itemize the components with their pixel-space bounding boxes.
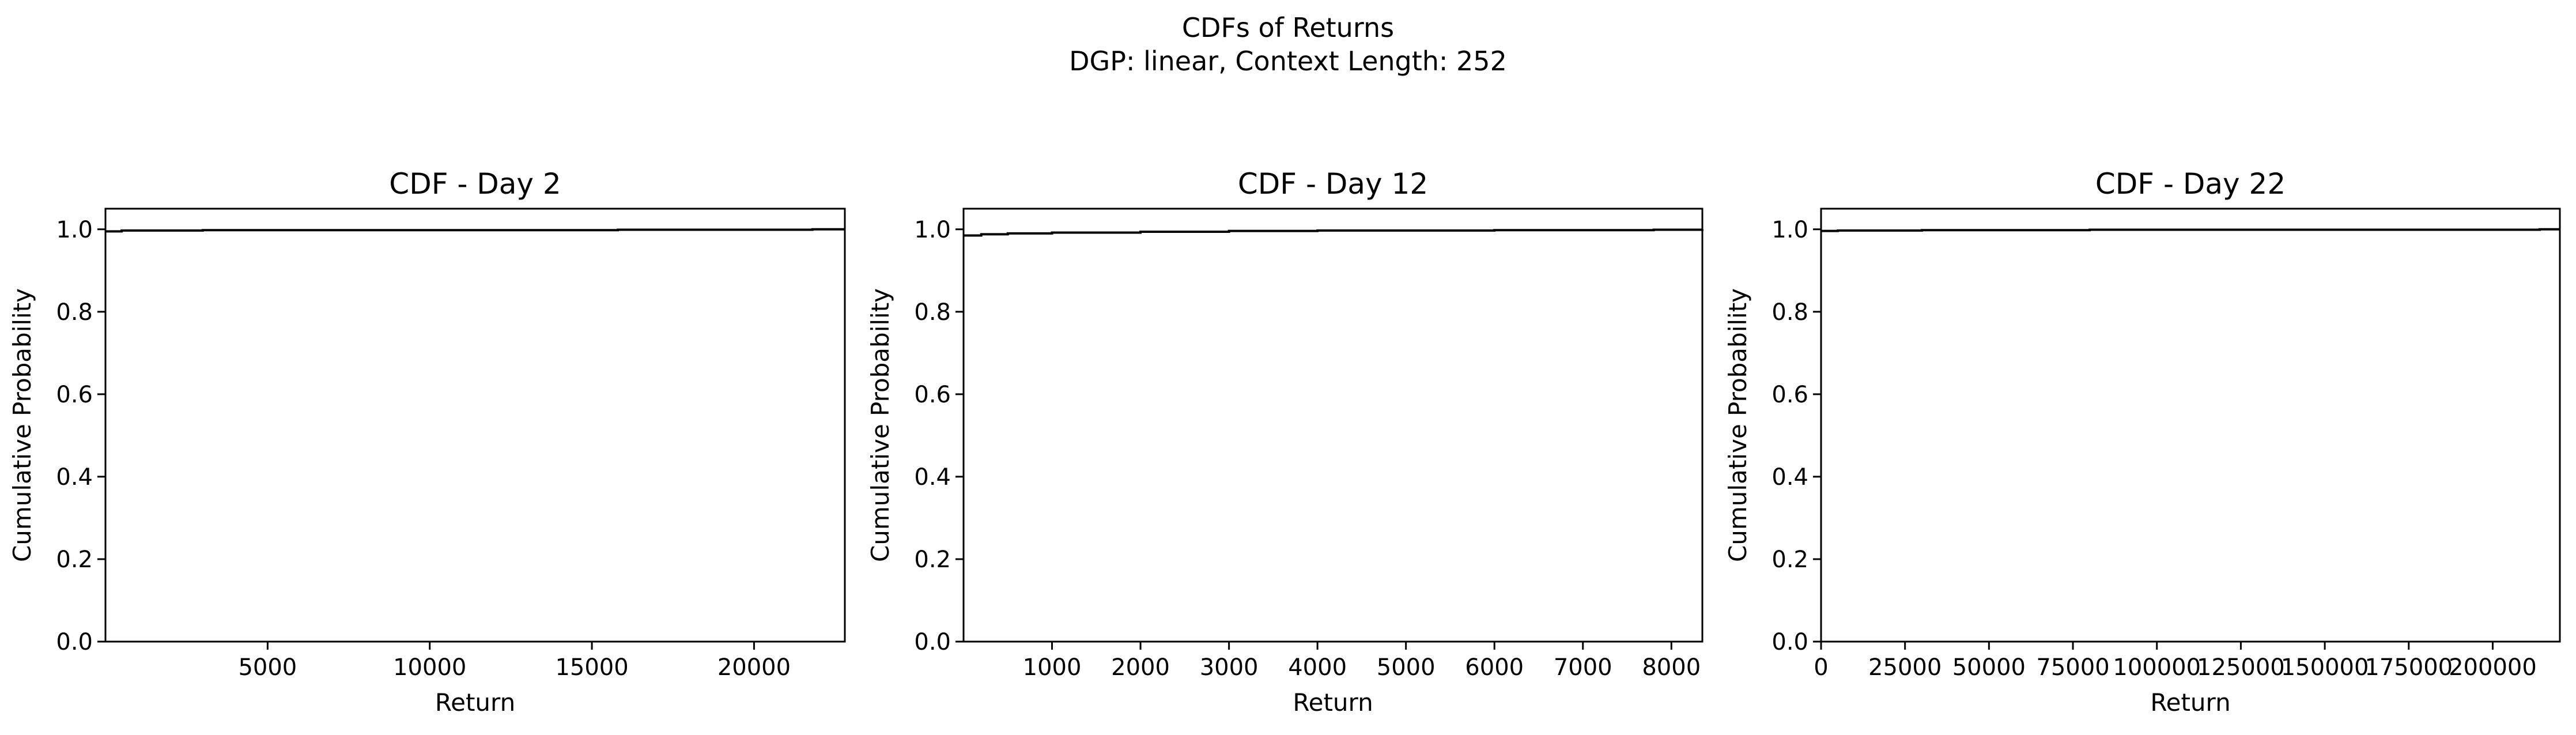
y-tick-label-3-0: 0.0 — [1772, 629, 1808, 655]
y-tick-label-2-5: 1.0 — [914, 217, 951, 243]
y-tick-label-1-4: 0.8 — [56, 299, 93, 326]
x-tick-label-2-3: 4000 — [1288, 654, 1347, 681]
y-tick-label-2-4: 0.8 — [914, 299, 951, 326]
y-tick-label-3-2: 0.4 — [1772, 464, 1808, 491]
y-tick-label-1-1: 0.2 — [56, 546, 93, 573]
x-tick-label-3-0: 0 — [1814, 654, 1828, 681]
x-tick-label-3-6: 150000 — [2281, 654, 2369, 681]
axes-frame-1 — [104, 208, 846, 643]
x-tick-label-3-8: 200000 — [2449, 654, 2537, 681]
x-tick-label-3-4: 100000 — [2113, 654, 2201, 681]
subplot-3: 0 25000 50000 75000 100000125000150000175000… — [1724, 167, 2561, 717]
axes-frame-2 — [962, 208, 1704, 643]
y-tick-label-3-4: 0.8 — [1772, 299, 1808, 326]
y-tick-label-1-0: 0.0 — [56, 629, 93, 655]
figure-title-line2: DGP: linear, Context Length: 252 — [1069, 46, 1507, 77]
cdf-line-3 — [1821, 228, 2560, 232]
figure-title-line1: CDFs of Returns — [1182, 12, 1394, 43]
y-tick-label-2-1: 0.2 — [914, 546, 951, 573]
y-tick-label-1-5: 1.0 — [56, 217, 93, 243]
y-tick-label-1-2: 0.4 — [56, 464, 93, 491]
x-tick-label-1-0: 5000 — [238, 654, 297, 681]
y-tick-label-1-3: 0.6 — [56, 382, 93, 408]
y-axis-label-3: Cumulative Probability — [1724, 288, 1752, 562]
subplot-title-2: CDF - Day 12 — [1238, 167, 1428, 201]
x-tick-label-3-3: 75000 — [2036, 654, 2109, 681]
x-tick-label-2-7: 8000 — [1642, 654, 1701, 681]
x-tick-label-2-5: 6000 — [1465, 654, 1524, 681]
y-axis-label-1: Cumulative Probability — [8, 288, 36, 562]
y-tick-label-3-5: 1.0 — [1772, 217, 1808, 243]
x-axis-label-2: Return — [1293, 688, 1373, 717]
x-tick-label-1-1: 10000 — [393, 654, 466, 681]
y-tick-label-2-2: 0.4 — [914, 464, 951, 491]
subplot-2: 1000 2000 3000 4000 5000 6000 7000 8000 0.0 0.2 0.… — [866, 167, 1704, 717]
x-tick-label-2-4: 5000 — [1377, 654, 1436, 681]
subplot-panels: 5000 10000 15000 200000.00.20.40.60.81.0CDF… — [8, 167, 2561, 717]
cdf-line-1 — [105, 228, 845, 233]
subplot-title-1: CDF - Day 2 — [389, 167, 561, 201]
y-tick-label-2-3: 0.6 — [914, 382, 951, 408]
x-axis-label-1: Return — [435, 688, 515, 717]
y-axis-label-2: Cumulative Probability — [866, 288, 894, 562]
y-tick-label-3-1: 0.2 — [1772, 546, 1808, 573]
x-axis-label-3: Return — [2150, 688, 2230, 717]
cdf-line-2 — [964, 228, 1704, 237]
x-tick-label-1-2: 15000 — [555, 654, 628, 681]
x-tick-label-2-1: 2000 — [1111, 654, 1170, 681]
axes-frame-3 — [1820, 208, 2561, 643]
x-tick-label-3-5: 125000 — [2197, 654, 2285, 681]
x-tick-label-3-2: 50000 — [1952, 654, 2026, 681]
y-tick-label-3-3: 0.6 — [1772, 382, 1808, 408]
x-tick-label-2-0: 1000 — [1023, 654, 1082, 681]
x-tick-label-1-3: 20000 — [717, 654, 791, 681]
x-tick-label-2-2: 3000 — [1200, 654, 1259, 681]
y-tick-label-2-0: 0.0 — [914, 629, 951, 655]
subplot-1: 5000 10000 15000 20000 0.0 0.2 0.4 0.6 0.8 1.0 CDF… — [8, 167, 846, 717]
x-tick-label-3-7: 175000 — [2365, 654, 2453, 681]
x-tick-label-2-6: 7000 — [1554, 654, 1612, 681]
x-tick-label-3-1: 25000 — [1868, 654, 1942, 681]
subplot-title-3: CDF - Day 22 — [2095, 167, 2286, 201]
